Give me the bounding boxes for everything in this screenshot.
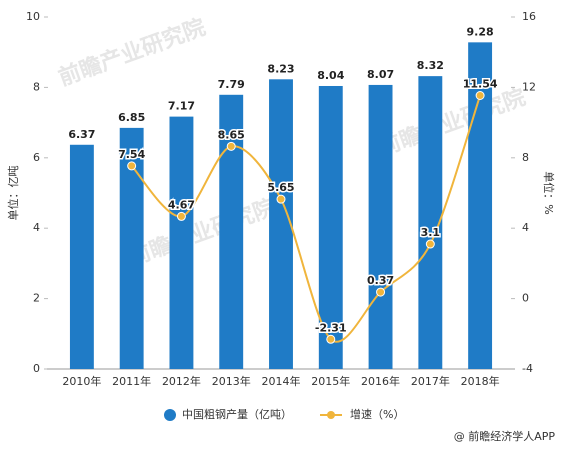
watermark: 前瞻产业研究院: [55, 14, 209, 91]
line-value-label: 11.54: [463, 77, 498, 90]
line-value-label: 5.65: [267, 181, 294, 194]
line-point: [376, 287, 386, 297]
line-point: [475, 90, 485, 100]
y2-tick-label: 8: [522, 151, 529, 164]
x-tick-label: 2015年: [311, 374, 350, 388]
legend-swatch: [164, 409, 176, 421]
line-value-label: 4.67: [168, 198, 195, 211]
bar-value-label: 6.37: [68, 128, 95, 141]
bar-value-label: 8.23: [267, 62, 294, 75]
y-tick-label: 0: [33, 362, 40, 375]
line-point: [176, 211, 186, 221]
legend-label: 中国粗钢产量（亿吨）: [182, 407, 292, 421]
x-tick-label: 2016年: [361, 374, 400, 388]
bar-value-label: 6.85: [118, 111, 145, 124]
legend-swatch: [327, 411, 335, 419]
x-tick-label: 2010年: [62, 374, 101, 388]
watermark: 前瞻产业研究院: [125, 194, 279, 271]
bar: [69, 144, 94, 369]
line-value-label: 8.65: [218, 128, 245, 141]
y2-tick-label: 0: [522, 292, 529, 305]
bar-value-label: 9.28: [467, 25, 494, 38]
bar: [418, 76, 443, 370]
y-tick-label: 4: [33, 221, 40, 234]
x-tick-label: 2012年: [162, 374, 201, 388]
y-tick-label: 10: [26, 10, 40, 23]
y2-tick-label: 16: [522, 10, 536, 23]
watermark: 前瞻产业研究院: [375, 84, 529, 161]
line-value-label: 0.37: [367, 274, 394, 287]
line-point: [276, 194, 286, 204]
x-tick-label: 2011年: [112, 374, 151, 388]
bar: [368, 84, 393, 369]
bar-value-label: 7.17: [168, 100, 195, 113]
bar: [219, 94, 244, 370]
y2-tick-label: 12: [522, 80, 536, 93]
bar-value-label: 8.04: [317, 69, 344, 82]
bar: [318, 85, 343, 369]
x-tick-label: 2018年: [461, 374, 500, 388]
bar-value-label: 8.07: [367, 68, 394, 81]
y2-tick-label: -4: [522, 362, 533, 375]
y-tick-label: 2: [33, 292, 40, 305]
bar: [119, 127, 144, 369]
bar: [269, 79, 293, 369]
line-point: [127, 161, 137, 171]
line-value-label: 3.1: [421, 226, 441, 239]
bar: [468, 42, 493, 370]
x-tick-label: 2013年: [212, 374, 251, 388]
y2-tick-label: 4: [522, 221, 529, 234]
line-point: [226, 141, 236, 151]
source: @ 前瞻经济学人APP: [454, 429, 556, 443]
y2-axis-label: 单位：%: [542, 171, 556, 214]
line-value-label: 7.54: [118, 148, 145, 161]
legend-label: 增速（%）: [350, 407, 404, 421]
bar: [169, 116, 194, 369]
bar-value-label: 7.79: [218, 78, 245, 91]
y-tick-label: 6: [33, 151, 40, 164]
x-tick-label: 2017年: [411, 374, 450, 388]
y-axis-label: 单位：亿吨: [6, 166, 20, 221]
line-point: [326, 334, 336, 344]
bar-value-label: 8.32: [417, 59, 444, 72]
y-tick-label: 8: [33, 80, 40, 93]
x-tick-label: 2014年: [262, 374, 301, 388]
line-value-label: -2.31: [315, 321, 347, 334]
line-point: [425, 239, 435, 249]
